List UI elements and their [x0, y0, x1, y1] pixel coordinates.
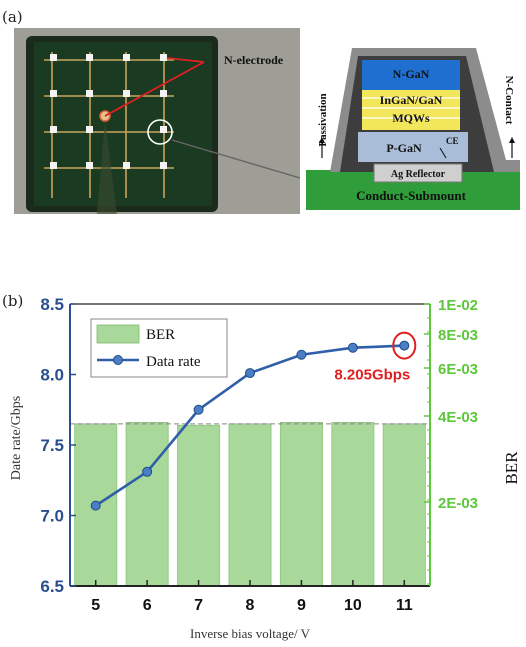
y-axis-left-label: Date rate/Gbps — [9, 395, 24, 481]
ce-label: CE — [446, 136, 459, 146]
data-rate-point — [296, 349, 307, 360]
data-rate-point — [245, 368, 255, 379]
data-rate-point — [399, 340, 410, 351]
y-left-tick-label: 8.0 — [40, 366, 64, 385]
ag-reflector-layer — [373, 163, 463, 183]
data-rate-point — [347, 342, 358, 353]
x-tick-label: 10 — [344, 597, 362, 614]
peak-rate-annotation: 8.205Gbps — [334, 367, 410, 384]
y-right-tick-label: 6E-03 — [438, 361, 478, 378]
x-axis-label: Inverse bias voltage/ V — [190, 626, 310, 641]
x-tick-label: 11 — [396, 597, 413, 614]
ber-bar — [279, 422, 323, 587]
mqws-label: MQWs — [392, 111, 430, 125]
y-left-tick-label: 8.5 — [40, 295, 64, 314]
submount-label: Conduct-Submount — [356, 188, 466, 203]
legend-label-ber: BER — [146, 327, 175, 343]
ber-bar — [125, 422, 169, 587]
chart-legend: BER Data rate — [90, 318, 228, 378]
data-rate-point — [142, 466, 153, 477]
y-left-tick-label: 6.5 — [40, 577, 64, 596]
y-axis-right-label: BER — [502, 451, 521, 485]
x-tick-label: 6 — [143, 597, 152, 614]
led-layer-schematic: N-GaN InGaN/GaN MQWs P-GaN CE Ag Reflect… — [306, 48, 520, 210]
n-gan-label: N-GaN — [393, 67, 430, 81]
peak-highlight-circle — [392, 331, 417, 360]
ber-bar — [382, 423, 426, 587]
data-rate-point — [90, 500, 101, 511]
ber-bar — [177, 424, 221, 587]
n-gan-layer — [362, 60, 460, 90]
chip-photo: N-electrode — [14, 28, 300, 214]
y-left-tick-label: 7.0 — [40, 507, 64, 526]
ingan-gan-label: InGaN/GaN — [380, 93, 443, 107]
y-right-tick-label: 1E-02 — [438, 297, 478, 314]
n-electrode-label: N-electrode — [224, 53, 284, 67]
ber-bar — [228, 423, 272, 587]
y-right-tick-label: 2E-03 — [438, 495, 478, 512]
panel-b-label: (b) — [2, 292, 24, 310]
y-right-tick-label: 8E-03 — [438, 327, 478, 344]
x-tick-label: 5 — [91, 597, 100, 614]
ag-reflector-label: Ag Reflector — [391, 169, 446, 180]
panel-a-label: (a) — [2, 8, 23, 26]
legend-swatch-data-rate — [113, 355, 123, 365]
y-right-tick-label: 4E-03 — [438, 409, 478, 426]
n-contact-label: N-Contact — [503, 76, 515, 125]
y-left-tick-label: 7.5 — [40, 436, 64, 455]
mqw-layer — [362, 90, 460, 130]
passivation-label: Passivation — [317, 93, 329, 146]
p-gan-label: P-GaN — [386, 141, 422, 155]
legend-label-data-rate: Data rate — [146, 354, 201, 370]
p-gan-layer — [358, 132, 468, 162]
data-rate-ber-chart: 8.205Gbps 6.5 7.0 7.5 8.0 8.5 2E-03 4E-03 6E-0… — [40, 295, 478, 614]
x-tick-label: 7 — [194, 597, 203, 614]
legend-swatch-ber — [96, 324, 140, 344]
x-tick-label: 9 — [297, 597, 306, 614]
data-rate-point — [193, 404, 204, 415]
ber-bar — [74, 423, 118, 587]
ber-bar — [331, 422, 375, 587]
x-tick-label: 8 — [246, 597, 255, 614]
